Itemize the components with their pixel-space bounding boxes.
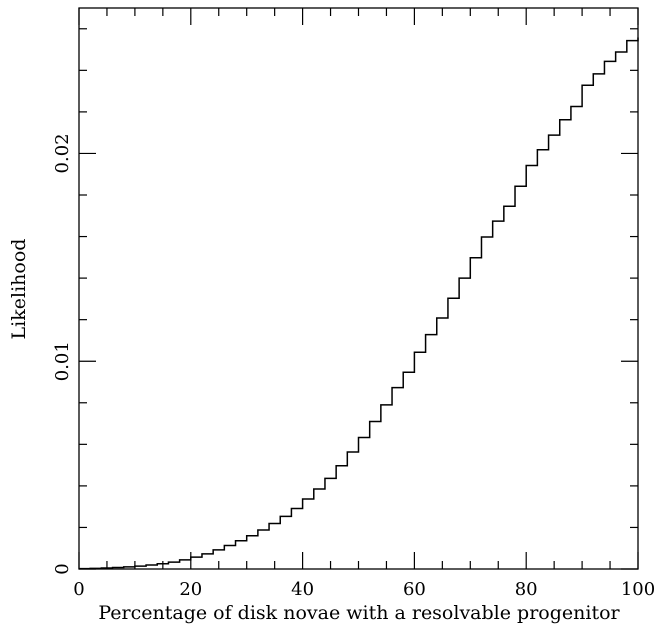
y-tick-label-0: 0 xyxy=(52,563,73,574)
x-tick-label-60: 60 xyxy=(403,579,426,600)
series-line-0 xyxy=(79,37,639,570)
plot-border xyxy=(78,7,639,570)
plot-frame xyxy=(78,7,639,570)
y-tick-label-1: 0.01 xyxy=(52,341,73,381)
axis-ticks xyxy=(78,8,639,570)
x-axis-title: Percentage of disk novae with a resolvab… xyxy=(98,602,620,624)
series-layer xyxy=(79,37,639,570)
x-tick-label-0: 0 xyxy=(73,579,84,600)
x-tick-label-20: 20 xyxy=(179,579,202,600)
tick-labels: 0 20 40 60 80 100 0 0.01 0.02 xyxy=(52,133,655,600)
x-tick-label-80: 80 xyxy=(515,579,538,600)
x-tick-label-40: 40 xyxy=(291,579,314,600)
y-axis-title: Likelihood xyxy=(8,239,30,340)
x-tick-label-100: 100 xyxy=(621,579,655,600)
y-tick-label-2: 0.02 xyxy=(52,133,73,173)
